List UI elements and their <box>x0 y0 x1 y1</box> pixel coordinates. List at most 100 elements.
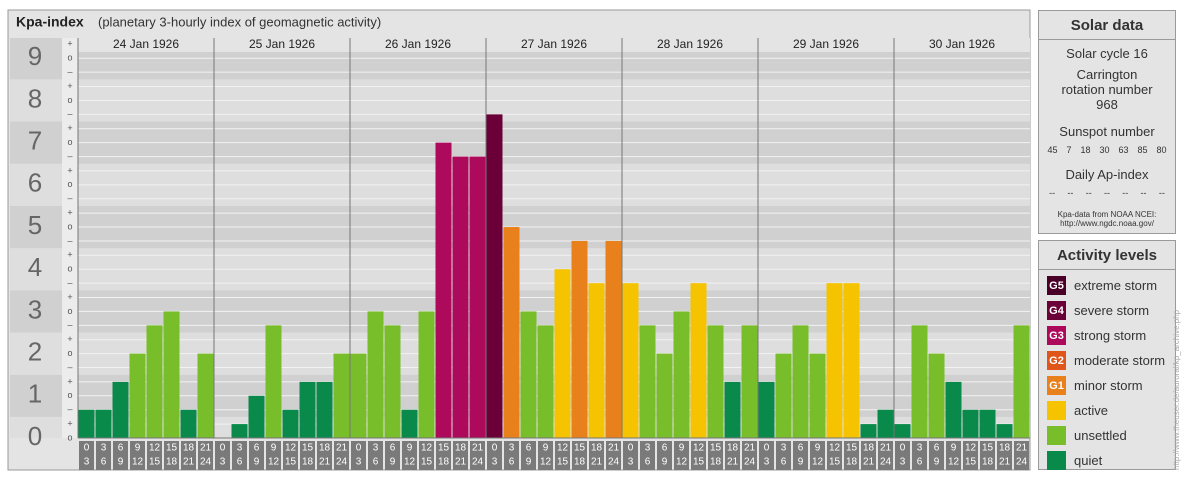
hour-cell <box>572 441 587 470</box>
hour-cell <box>283 441 298 470</box>
hour-cell <box>198 441 213 470</box>
hour-to: 12 <box>132 457 144 468</box>
hour-to: 12 <box>268 457 280 468</box>
hour-from: 15 <box>166 443 178 454</box>
bar <box>486 114 503 438</box>
hour-to: 24 <box>608 457 620 468</box>
hour-cell <box>878 441 893 470</box>
day-header <box>350 38 486 52</box>
hour-cell <box>895 441 910 470</box>
hour-from: 3 <box>101 443 107 454</box>
hour-to: 12 <box>812 457 824 468</box>
hour-to: 24 <box>336 457 348 468</box>
hour-to: 21 <box>999 457 1011 468</box>
kp-suffix-label: – <box>67 193 72 203</box>
kp-suffix-label: + <box>67 334 72 344</box>
hour-cell <box>385 441 400 470</box>
hour-from: 3 <box>237 443 243 454</box>
kp-chart: Kpa-index (planetary 3-hourly index of g… <box>7 9 1031 471</box>
bar <box>503 227 520 438</box>
hour-to: 9 <box>934 457 940 468</box>
legend-item: active <box>1047 401 1167 420</box>
hour-cell <box>963 441 978 470</box>
bar <box>809 353 826 438</box>
hour-to: 18 <box>846 457 858 468</box>
hour-from: 0 <box>220 443 226 454</box>
hour-to: 3 <box>84 457 90 468</box>
hour-to: 21 <box>319 457 331 468</box>
hour-from: 15 <box>302 443 314 454</box>
bar <box>639 325 656 438</box>
hour-to: 15 <box>829 457 841 468</box>
hour-from: 0 <box>764 443 770 454</box>
kp-suffix-label: o <box>67 390 72 400</box>
legend-swatch: G4 <box>1047 301 1066 320</box>
bar <box>690 283 707 438</box>
hour-from: 21 <box>200 443 212 454</box>
hour-from: 18 <box>999 443 1011 454</box>
bar <box>163 311 180 438</box>
kp-suffix-label: o <box>67 179 72 189</box>
kp-suffix-label: + <box>67 376 72 386</box>
ap-values: -- -- -- -- -- -- -- <box>1039 188 1175 198</box>
kp-suffix-label: – <box>67 235 72 245</box>
hour-to: 21 <box>455 457 467 468</box>
hour-from: 6 <box>662 443 668 454</box>
panel-title: Solar data <box>1039 11 1175 40</box>
hour-cell <box>725 441 740 470</box>
y-tick-label: 6 <box>28 168 42 198</box>
hour-to: 18 <box>574 457 586 468</box>
legend-label: active <box>1074 403 1108 418</box>
hour-to: 6 <box>645 457 651 468</box>
ap-value: -- <box>1103 188 1110 198</box>
legend-label: quiet <box>1074 453 1103 468</box>
hour-from: 12 <box>149 443 161 454</box>
hour-to: 18 <box>302 457 314 468</box>
legend-swatch: G3 <box>1047 326 1066 345</box>
y-tick-label: 5 <box>28 210 42 240</box>
hour-cell <box>317 441 332 470</box>
hour-to: 21 <box>183 457 195 468</box>
hour-cell <box>504 441 519 470</box>
hour-from: 3 <box>645 443 651 454</box>
hour-cell <box>827 441 842 470</box>
hour-cell <box>470 441 485 470</box>
bar <box>537 325 554 438</box>
hour-from: 3 <box>509 443 515 454</box>
legend-label: unsettled <box>1074 428 1127 443</box>
ap-label: Daily Ap-index <box>1065 167 1149 182</box>
legend-label: extreme storm <box>1074 278 1158 293</box>
kp-suffix-label: – <box>67 67 72 77</box>
kp-suffix-label: – <box>67 404 72 414</box>
kp-suffix-label: o <box>67 432 72 442</box>
hour-to: 9 <box>118 457 124 468</box>
legend-item: quiet <box>1047 451 1167 470</box>
y-tick-label: 3 <box>28 294 42 324</box>
y-tick-label: 4 <box>28 252 42 282</box>
hour-to: 6 <box>917 457 923 468</box>
day-header <box>758 38 894 52</box>
hour-to: 15 <box>965 457 977 468</box>
hour-to: 24 <box>880 457 892 468</box>
bar <box>452 156 469 438</box>
hour-from: 15 <box>574 443 586 454</box>
hour-to: 3 <box>220 457 226 468</box>
hour-from: 15 <box>982 443 994 454</box>
hour-cell <box>708 441 723 470</box>
kp-suffix-label: o <box>67 53 72 63</box>
hour-cell <box>589 441 604 470</box>
ap-value: -- <box>1085 188 1092 198</box>
chart-title: Kpa-index <box>16 14 84 30</box>
bar <box>826 283 843 438</box>
bar <box>588 283 605 438</box>
hour-from: 21 <box>744 443 756 454</box>
carrington: Carrington rotation number 968 <box>1061 67 1153 112</box>
hour-to: 9 <box>662 457 668 468</box>
sunspot-number: 63 <box>1118 145 1129 155</box>
hour-from: 9 <box>135 443 141 454</box>
hour-to: 18 <box>982 457 994 468</box>
hour-cell <box>946 441 961 470</box>
hour-to: 18 <box>710 457 722 468</box>
hour-from: 0 <box>356 443 362 454</box>
